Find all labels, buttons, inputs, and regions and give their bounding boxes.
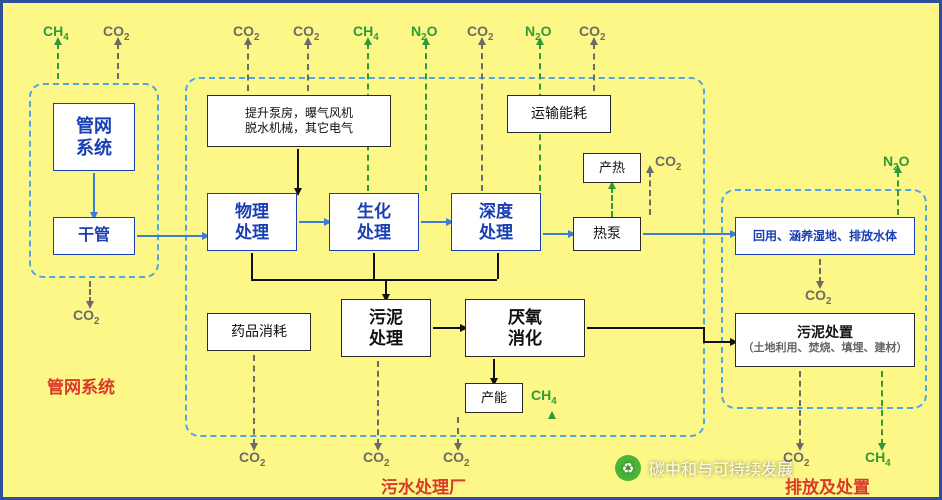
emission-arrow [799, 371, 801, 445]
gas-label: CO2 [467, 23, 493, 43]
flow-arrow [297, 149, 299, 189]
gas-label: CO2 [805, 287, 831, 307]
flow-arrow [385, 279, 387, 295]
emission-arrow [881, 371, 883, 445]
flow-arrow [497, 253, 499, 279]
section-label-pipes: 管网系统 [47, 373, 115, 398]
gas-label: CO2 [103, 23, 129, 43]
box-heatpump: 热泵 [573, 217, 641, 251]
flow-arrow [373, 253, 375, 279]
emission-arrow [307, 43, 309, 91]
emission-arrow [819, 259, 821, 283]
gas-label: CO2 [293, 23, 319, 43]
emission-arrow [377, 361, 379, 445]
emission-arrow [897, 171, 899, 215]
flow-arrow [433, 327, 461, 329]
emission-arrow [57, 43, 59, 79]
gas-label: N2O [411, 23, 437, 43]
gas-label: CH4 [531, 387, 557, 407]
box-sludge_disp: 污泥处置（土地利用、焚烧、填埋、建材） [735, 313, 915, 367]
gas-label: N2O [883, 153, 909, 173]
emission-arrow [117, 43, 119, 79]
gas-label: CO2 [655, 153, 681, 173]
emission-arrow [89, 281, 91, 303]
box-title: 污泥处置 [743, 324, 908, 342]
flow-arrow [251, 253, 253, 279]
box-notes: 提升泵房，曝气风机 脱水机械，其它电气 [207, 95, 391, 147]
gas-label: CO2 [233, 23, 259, 43]
box-reuse: 回用、涵养湿地、排放水体 [735, 217, 915, 255]
emission-arrow [457, 417, 459, 445]
box-chem: 药品消耗 [207, 313, 311, 351]
gas-label: CH4 [43, 23, 69, 43]
emission-arrow [425, 43, 427, 191]
gas-label: CH4 [353, 23, 379, 43]
wechat-icon: ♻ [615, 455, 641, 481]
box-bio: 生化 处理 [329, 193, 419, 251]
box-transport: 运输能耗 [507, 95, 611, 133]
gas-label: N2O [525, 23, 551, 43]
gas-label: CO2 [579, 23, 605, 43]
box-anaerobic: 厌氧 消化 [465, 299, 585, 357]
gas-label: CO2 [239, 449, 265, 469]
gas-label: CO2 [73, 307, 99, 327]
emission-arrow [247, 43, 249, 91]
flow-arrow [703, 327, 705, 341]
box-trunk: 干管 [53, 217, 135, 255]
flow-arrow [251, 279, 497, 281]
flow-arrow [137, 235, 203, 237]
flow-arrow [587, 327, 703, 329]
diagram-canvas: 管网 系统干管 提升泵房，曝气风机 脱水机械，其它电气 运输能耗产热物理 处理生化 … [0, 0, 942, 500]
flow-arrow [299, 221, 325, 223]
flow-arrow [703, 341, 731, 343]
box-physical: 物理 处理 [207, 193, 297, 251]
box-sludge: 污泥 处理 [341, 299, 431, 357]
box-deep: 深度 处理 [451, 193, 541, 251]
flow-arrow [421, 221, 447, 223]
emission-arrow [481, 43, 483, 191]
section-label-plant: 污水处理厂 [381, 473, 466, 498]
flow-arrow [493, 359, 495, 379]
flow-arrow [643, 233, 731, 235]
emission-arrow [649, 171, 651, 215]
watermark: ♻ 碳中和与可持续发展 [615, 455, 793, 481]
emission-arrow [253, 355, 255, 445]
box-subtitle: （土地利用、焚烧、填埋、建材） [743, 342, 908, 356]
box-heat_gen: 产热 [583, 153, 641, 183]
watermark-text: 碳中和与可持续发展 [649, 456, 793, 480]
box-pipe_sys: 管网 系统 [53, 103, 135, 171]
section-label-disposal: 排放及处置 [785, 473, 870, 498]
gas-label: CO2 [443, 449, 469, 469]
emission-arrow [593, 43, 595, 91]
gas-label: CO2 [363, 449, 389, 469]
flow-arrow [543, 233, 569, 235]
box-energy_gen: 产能 [465, 383, 523, 413]
emission-arrow [611, 187, 613, 217]
flow-arrow [93, 173, 95, 213]
gas-label: CH4 [865, 449, 891, 469]
